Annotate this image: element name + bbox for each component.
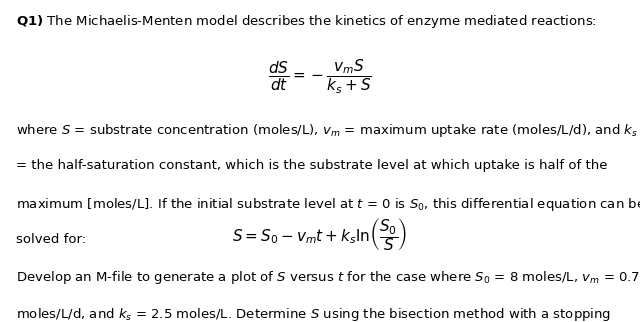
Text: $S = S_0 - v_m t + k_s \ln\!\left(\dfrac{S_0}{S}\right)$: $S = S_0 - v_m t + k_s \ln\!\left(\dfrac…	[232, 216, 408, 253]
Text: $\dfrac{dS}{dt} = -\dfrac{v_m S}{k_s + S}$: $\dfrac{dS}{dt} = -\dfrac{v_m S}{k_s + S…	[268, 58, 372, 96]
Text: $\bf{Q1)}$ The Michaelis-Menten model describes the kinetics of enzyme mediated : $\bf{Q1)}$ The Michaelis-Menten model de…	[16, 13, 597, 30]
Text: = the half-saturation constant, which is the substrate level at which uptake is : = the half-saturation constant, which is…	[16, 159, 607, 172]
Text: moles/L/d, and $k_s$ = 2.5 moles/L. Determine $S$ using the bisection method wit: moles/L/d, and $k_s$ = 2.5 moles/L. Dete…	[16, 306, 611, 322]
Text: Develop an M-file to generate a plot of $S$ versus $t$ for the case where $S_0$ : Develop an M-file to generate a plot of …	[16, 269, 639, 286]
Text: maximum [moles/L]. If the initial substrate level at $t$ = 0 is $S_0$, this diff: maximum [moles/L]. If the initial substr…	[16, 196, 640, 213]
Text: where $S$ = substrate concentration (moles/L), $v_m$ = maximum uptake rate (mole: where $S$ = substrate concentration (mol…	[16, 122, 638, 139]
Text: solved for:: solved for:	[16, 233, 86, 246]
